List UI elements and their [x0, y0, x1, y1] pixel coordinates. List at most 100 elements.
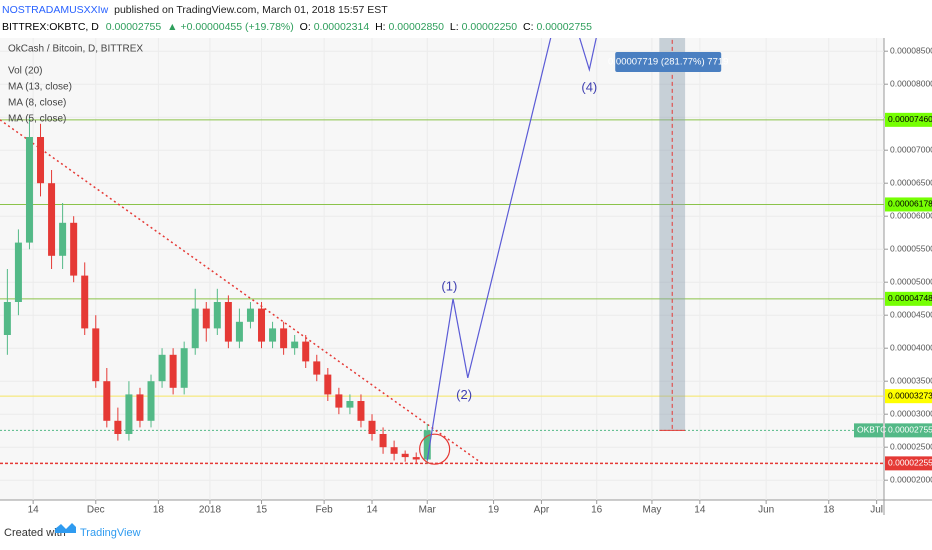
candle-body — [70, 222, 78, 276]
x-tick-label: Dec — [87, 505, 105, 516]
candle-body — [136, 394, 144, 421]
footer-created: Created with — [4, 527, 66, 539]
published: published on TradingView.com, March 01, … — [114, 4, 388, 16]
y-tick-label: 0.00002000 — [890, 474, 932, 484]
level-tag — [885, 456, 932, 471]
legend-entry: MA (5, close) — [8, 114, 66, 125]
x-tick-label: 14 — [366, 505, 378, 516]
candle-body — [3, 302, 11, 335]
candle-body — [246, 308, 254, 322]
legend-entry: MA (13, close) — [8, 82, 72, 93]
candle-body — [368, 420, 376, 434]
legend-entry: Vol (20) — [8, 66, 42, 77]
y-tick-label: 0.00007000 — [890, 144, 932, 154]
symbol-tag-bg — [854, 423, 883, 438]
candle-body — [191, 308, 199, 349]
wave-label: (1) — [441, 278, 457, 293]
x-tick-label: Jun — [758, 505, 774, 516]
candle-body — [324, 374, 332, 395]
candle-body — [180, 348, 188, 388]
x-tick-label: 16 — [591, 505, 603, 516]
candle-body — [423, 430, 431, 460]
o-value: 0.00002314 — [314, 21, 370, 33]
x-tick-label: Feb — [316, 505, 334, 516]
candle-body — [235, 321, 243, 342]
candle-body — [224, 302, 232, 342]
candle-body — [114, 420, 122, 434]
last-price-tag — [885, 423, 932, 438]
measure-label: 0.00007719 (281.77%) 7719 — [608, 57, 728, 68]
last-price-label: 0.00002755 — [888, 425, 932, 435]
footer-brand[interactable]: TradingView — [80, 527, 141, 539]
price: 0.00002755 — [106, 21, 162, 33]
plot: 0.00007719 (281.77%) 7719 (1) (2) (4) — [0, 38, 884, 500]
y-tick-label: 0.00005000 — [890, 276, 932, 286]
x-tick-label: 14 — [28, 505, 40, 516]
header-line: NOSTRADAMUSXXIw published on TradingView… — [2, 4, 388, 16]
logo — [55, 523, 76, 533]
y-tick-label: 0.00008000 — [890, 78, 932, 88]
level-tag — [885, 197, 932, 212]
level-label: 0.00006178 — [888, 199, 932, 209]
axes: 0.00002000 0.00002500 0.00003000 0.00003500… — [8, 44, 932, 516]
footer: Created with TradingView — [4, 523, 141, 539]
x-tick-label: Mar — [419, 505, 437, 516]
wave-label: (2) — [456, 387, 472, 402]
x-tick-label: 2018 — [199, 505, 222, 516]
y-tick-label: 0.00005500 — [890, 243, 932, 253]
candle-body — [25, 137, 33, 243]
measure-label-bg — [615, 52, 722, 72]
y-tick-label: 0.00004500 — [890, 309, 932, 319]
candle-body — [202, 308, 210, 329]
x-tick-label: 18 — [153, 505, 165, 516]
y-tick-label: 0.00003500 — [890, 375, 932, 385]
y-tick-label: 0.00006500 — [890, 177, 932, 187]
candle-body — [269, 328, 277, 342]
candle-body — [169, 354, 177, 388]
candle-body — [14, 242, 22, 302]
h-value: 0.00002850 — [389, 21, 445, 33]
c-label: C: — [523, 21, 534, 33]
candle-body — [258, 308, 266, 342]
candle-body — [147, 381, 155, 421]
x-tick-label: 19 — [488, 505, 500, 516]
candle-body — [379, 434, 387, 448]
symbol: BITTREX:OKBTC, D — [2, 21, 99, 33]
candle-body — [401, 453, 409, 458]
candle-body — [125, 394, 133, 434]
circle-annotation — [419, 433, 451, 465]
level-tag — [885, 291, 932, 306]
level-tag — [885, 112, 932, 127]
legend-entry: MA (8, close) — [8, 98, 66, 109]
x-tick-label: 18 — [823, 505, 835, 516]
candle-body — [412, 457, 420, 460]
x-tick-label: 14 — [694, 505, 706, 516]
candle-body — [158, 354, 166, 382]
candle-body — [346, 401, 354, 408]
y-tick-label: 0.00006000 — [890, 210, 932, 220]
y-tick-label: 0.00003000 — [890, 408, 932, 418]
level-label: 0.00004748 — [888, 293, 932, 303]
level-label: 0.00002255 — [888, 458, 932, 468]
trendline — [0, 119, 483, 465]
c-value: 0.00002755 — [536, 21, 592, 33]
candle-body — [81, 275, 89, 329]
level-label: 0.00007460 — [888, 114, 932, 124]
level-label: 0.00003273 — [888, 390, 932, 400]
candle-body — [280, 328, 288, 349]
change: ▲ +0.00000455 (+19.78%) — [167, 21, 294, 33]
x-tick-label: 15 — [256, 505, 268, 516]
level-tag — [885, 389, 932, 404]
candle-body — [103, 381, 111, 421]
y-tick-label: 0.00008500 — [890, 45, 932, 55]
candle-body — [92, 328, 100, 382]
y-tick-label: 0.00002500 — [890, 441, 932, 451]
author[interactable]: NOSTRADAMUSXXIw — [2, 4, 109, 16]
y-tick-label: 0.00004000 — [890, 342, 932, 352]
candle-body — [37, 137, 45, 184]
candle-body — [48, 183, 56, 256]
candle-body — [291, 341, 299, 349]
candle-body — [335, 394, 343, 408]
candle-body — [357, 401, 365, 421]
